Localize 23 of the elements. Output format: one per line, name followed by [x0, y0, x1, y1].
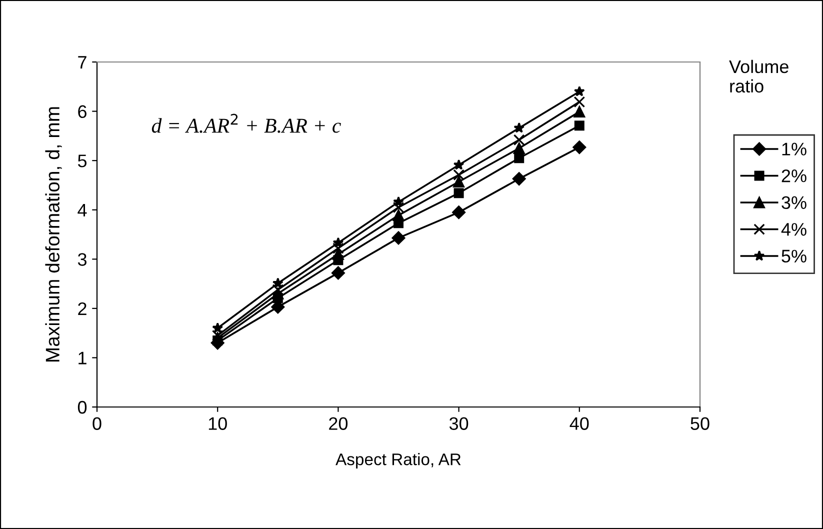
x-tick-label: 40 [570, 417, 589, 430]
y-tick-label: 3 [78, 253, 86, 266]
legend-label: 3% [782, 196, 806, 210]
y-tick-label: 1 [78, 352, 86, 364]
legend-label: 4% [781, 223, 806, 236]
y-tick-label: 0 [78, 400, 87, 414]
x-tick-label: 50 [690, 417, 710, 430]
y-tick-label: 4 [78, 204, 87, 216]
y-axis-title: Maximum deformation, d, mm [45, 107, 62, 362]
annotation: d = A.AR$^{2}$ + B.AR + c [152, 114, 341, 133]
legend-label: 5% [782, 250, 806, 263]
legend-title: Volume ratio [729, 60, 788, 93]
y-tick-label: 6 [78, 105, 86, 118]
y-tick-label: 7 [78, 56, 86, 69]
x-axis-title: Aspect Ratio, AR [336, 453, 461, 469]
x-tick-label: 30 [449, 417, 468, 430]
legend-label: 2% [782, 169, 806, 182]
x-tick-label: 0 [92, 417, 102, 430]
y-tick-label: 2 [78, 302, 86, 315]
x-tick-label: 20 [329, 417, 348, 430]
legend-label: 1% [782, 142, 806, 156]
y-tick-label: 5 [78, 154, 87, 168]
x-tick-label: 10 [208, 417, 227, 430]
